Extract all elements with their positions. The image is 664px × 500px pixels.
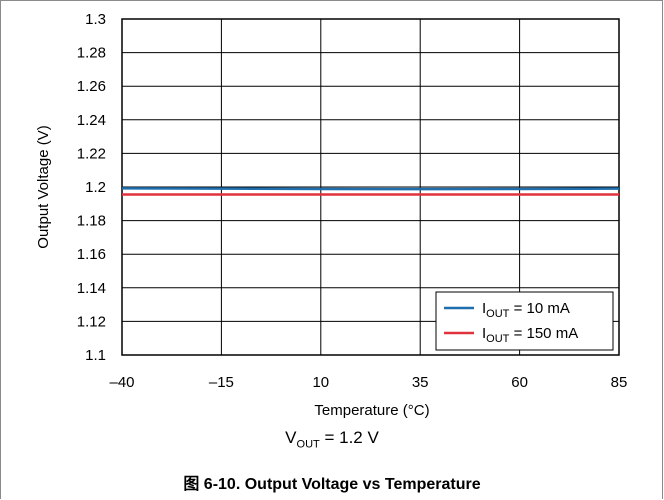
x-tick-label: –40: [109, 374, 134, 391]
series-line-1: [121, 187, 620, 191]
x-axis-title: Temperature (°C): [314, 402, 429, 419]
y-tick-label: 1.12: [77, 313, 106, 330]
series-lines: [121, 187, 620, 196]
y-tick-label: 1.28: [77, 45, 106, 62]
y-tick-label: 1.14: [77, 280, 106, 297]
chart: 1.3 1.28 1.26 1.24 1.22 1.2 1.18 1.16 1.14 1.12 1.…: [35, 11, 627, 419]
x-tick-label: 85: [611, 374, 628, 391]
y-axis-title: Output Voltage (V): [35, 125, 52, 248]
y-tick-labels: 1.3 1.28 1.26 1.24 1.22 1.2 1.18 1.16 1.14 1.12 1.…: [77, 11, 106, 364]
x-tick-labels: –40 –15 10 35 60 85: [109, 374, 627, 391]
x-tick-label: 10: [312, 374, 329, 391]
y-tick-label: 1.3: [85, 11, 106, 28]
y-tick-label: 1.22: [77, 145, 106, 162]
x-tick-label: 60: [511, 374, 528, 391]
y-tick-label: 1.2: [85, 179, 106, 196]
legend-label-1: IOUT = 10 mA: [482, 300, 570, 320]
legend-box: [435, 291, 614, 351]
y-tick-label: 1.26: [77, 78, 106, 95]
y-tick-label: 1.16: [77, 246, 106, 263]
x-tick-label: –15: [209, 374, 234, 391]
y-tick-label: 1.1: [85, 347, 106, 364]
y-tick-label: 1.24: [77, 112, 106, 129]
legend-label-2: IOUT = 150 mA: [482, 325, 578, 345]
legend: IOUT = 10 mA IOUT = 150 mA: [435, 291, 614, 351]
x-tick-label: 35: [412, 374, 429, 391]
plot-area-border: [121, 18, 620, 356]
y-tick-label: 1.18: [77, 213, 106, 230]
figure-caption: 图 6-10. Output Voltage vs Temperature: [183, 476, 481, 493]
condition-label: VOUT = 1.2 V: [285, 428, 379, 451]
